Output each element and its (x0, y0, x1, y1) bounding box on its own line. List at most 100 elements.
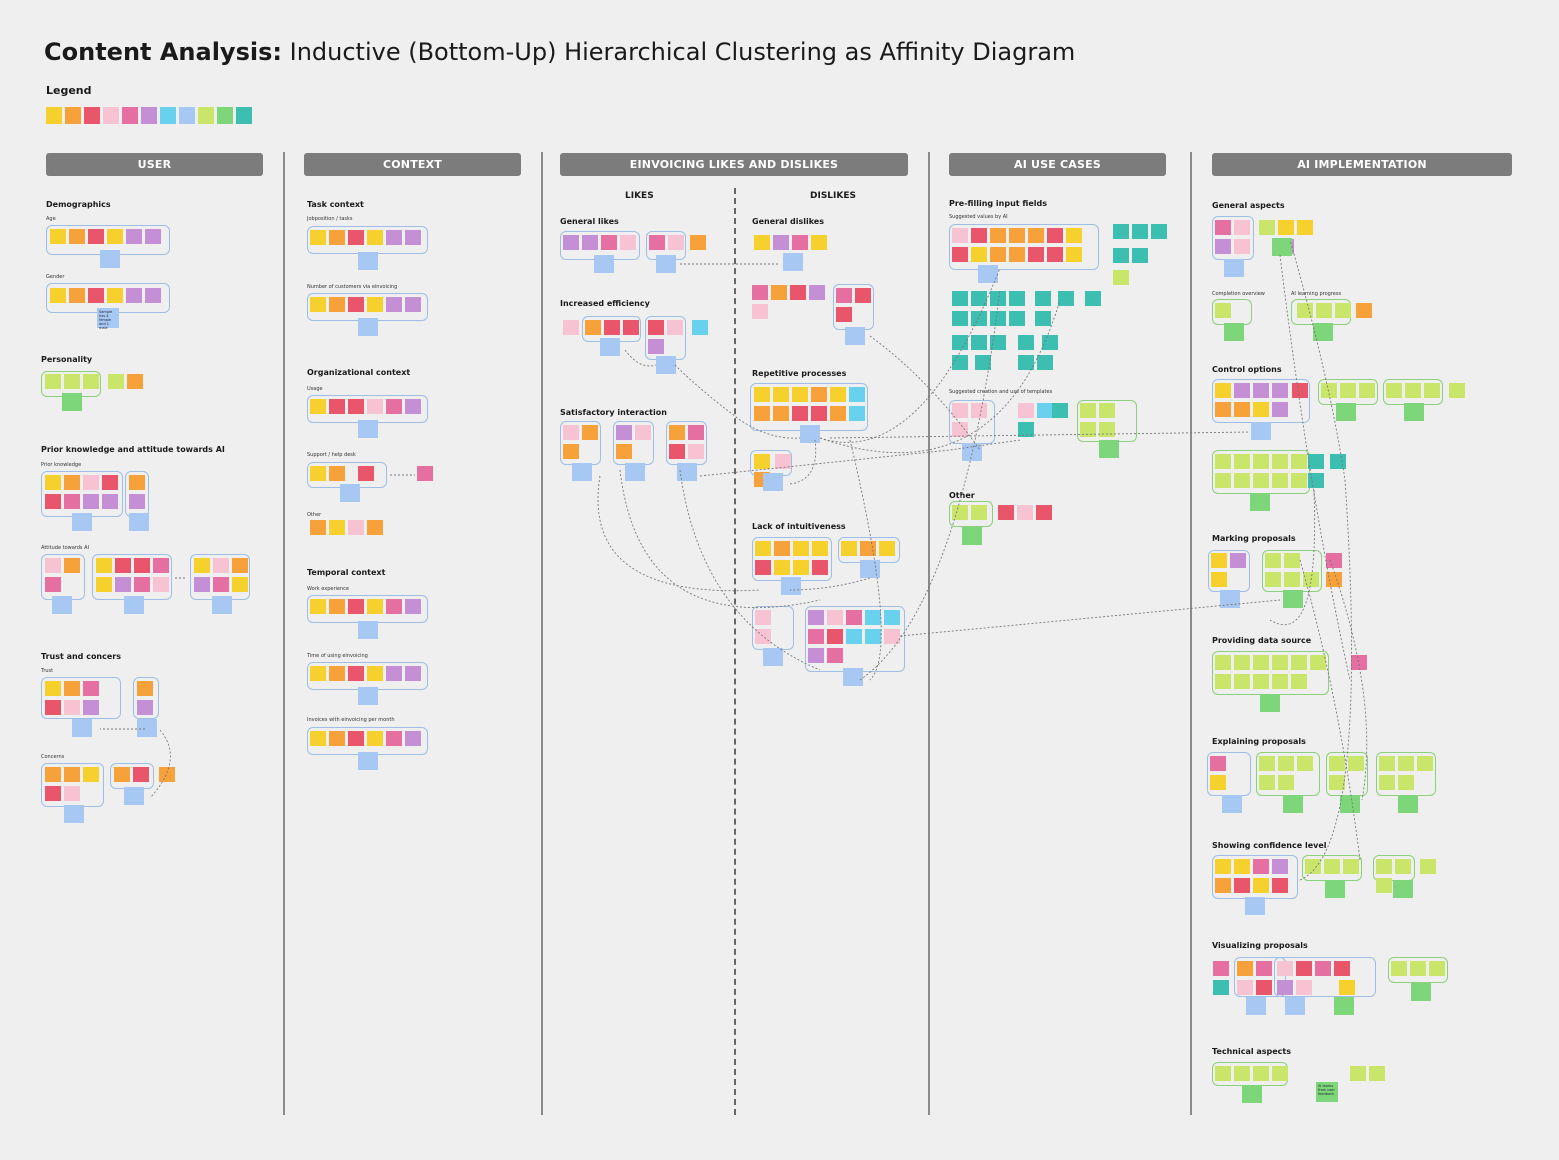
sticky-note (582, 425, 598, 440)
sticky-note (1404, 403, 1424, 421)
sticky-note (585, 320, 601, 335)
sticky-note (601, 235, 617, 250)
sticky-note (102, 475, 118, 490)
sticky-note (841, 541, 857, 556)
sticky-note (1253, 674, 1269, 689)
sticky-note (340, 484, 360, 502)
sticky-note (1291, 674, 1307, 689)
dislikes-subheader: DISLIKES (810, 191, 856, 201)
sticky-note (1339, 980, 1355, 995)
sticky-note (1369, 1066, 1385, 1081)
sticky-note (677, 463, 697, 481)
sticky-note (1234, 454, 1250, 469)
sticky-note (1284, 572, 1300, 587)
sticky-note (310, 230, 326, 245)
section-showing-confidence: Showing confidence level (1212, 841, 1327, 850)
label-time: Time of using einvoicing (307, 653, 368, 659)
sticky-note (1234, 239, 1250, 254)
sticky-note (879, 541, 895, 556)
sticky-note (1308, 473, 1324, 488)
sticky-note (405, 297, 421, 312)
sticky-note (1272, 1066, 1288, 1081)
sticky-note (1379, 775, 1395, 790)
sticky-note (96, 577, 112, 592)
sticky-note (763, 473, 783, 491)
sticky-note (1215, 239, 1231, 254)
sticky-note (127, 374, 143, 389)
sticky-note (1210, 775, 1226, 790)
sticky-note (137, 700, 153, 715)
sticky-note (1017, 505, 1033, 520)
section-organizational-context: Organizational context (307, 368, 411, 377)
sticky-note (310, 520, 326, 535)
legend-label: Legend (46, 84, 92, 97)
sticky-note (386, 666, 402, 681)
sticky-note (1047, 247, 1063, 262)
sticky-note (884, 610, 900, 625)
sticky-note (159, 767, 175, 782)
sticky-note (50, 229, 66, 244)
sticky-note (563, 444, 579, 459)
sticky-note (811, 235, 827, 250)
sticky-note (310, 297, 326, 312)
sticky-note (1058, 291, 1074, 306)
likes-dislikes-divider (734, 188, 736, 1115)
sticky-note (133, 767, 149, 782)
sticky-note (692, 320, 708, 335)
sticky-note (386, 399, 402, 414)
sticky-note (1291, 473, 1307, 488)
sticky-note (405, 731, 421, 746)
sticky-note (107, 288, 123, 303)
sticky-note (1272, 473, 1288, 488)
sticky-note (213, 577, 229, 592)
sticky-note (1066, 228, 1082, 243)
sticky-note (83, 700, 99, 715)
sticky-note (1028, 247, 1044, 262)
sticky-note (358, 687, 378, 705)
column-divider (283, 152, 285, 1115)
sticky-note (348, 520, 364, 535)
sticky-note (329, 230, 345, 245)
sticky-note (367, 599, 383, 614)
sticky-note (952, 247, 968, 262)
sticky-note (367, 230, 383, 245)
sticky-note (1283, 795, 1303, 813)
sticky-note (405, 230, 421, 245)
sticky-note (45, 558, 61, 573)
sticky-note (1334, 997, 1354, 1015)
sticky-note (115, 577, 131, 592)
sticky-note (755, 629, 771, 644)
sticky-note (126, 288, 142, 303)
sticky-note (386, 230, 402, 245)
sticky-note (348, 297, 364, 312)
sticky-note (367, 297, 383, 312)
sticky-note (1297, 756, 1313, 771)
cluster (1234, 957, 1286, 997)
sticky-note (1335, 303, 1351, 318)
sticky-note (1009, 228, 1025, 243)
sticky-note (50, 288, 66, 303)
sticky-note (1277, 980, 1293, 995)
sticky-note (1242, 1085, 1262, 1103)
sticky-note (755, 560, 771, 575)
sticky-note (1222, 795, 1242, 813)
sticky-note (64, 681, 80, 696)
section-prior-knowledge-attitude: Prior knowledge and attitude towards AI (41, 445, 225, 454)
sticky-note (1291, 655, 1307, 670)
sticky-note (1234, 1066, 1250, 1081)
section-increased-efficiency: Increased efficiency (560, 299, 650, 308)
sticky-note (962, 443, 982, 461)
sticky-note (952, 311, 968, 326)
label-trust: Trust (41, 668, 54, 674)
link (1299, 559, 1361, 861)
sticky-note (952, 355, 968, 370)
sticky-note (329, 399, 345, 414)
sticky-note (1213, 961, 1229, 976)
sticky-note (1132, 248, 1148, 263)
section-providing-data-source: Providing data source (1212, 636, 1312, 645)
sticky-note (64, 700, 80, 715)
sticky-note (563, 235, 579, 250)
sticky-note (1315, 961, 1331, 976)
sticky-note (1324, 859, 1340, 874)
sticky-note (64, 374, 80, 389)
